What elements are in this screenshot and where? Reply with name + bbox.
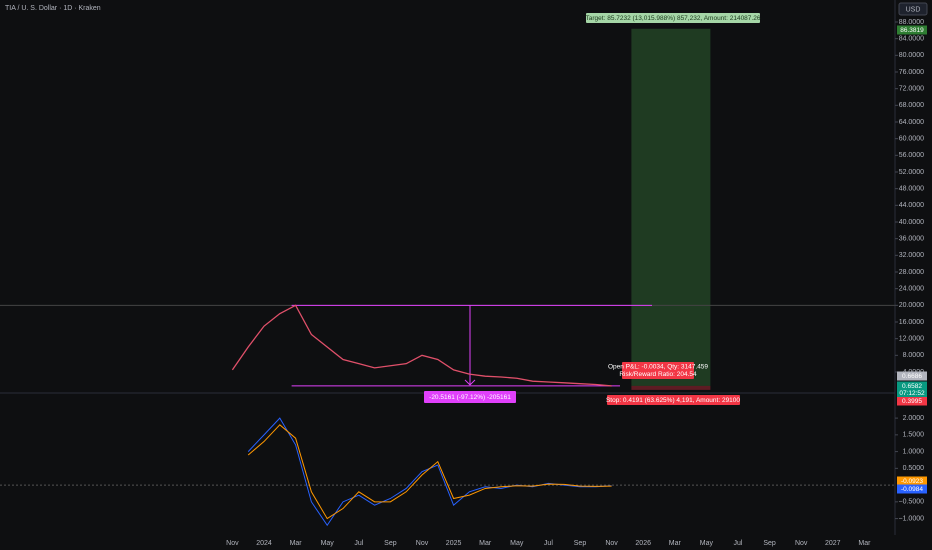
y-tick-label: −1.0000 <box>899 515 925 522</box>
price-badge-label: 0.6686 <box>902 373 922 380</box>
y-tick-label: 32.0000 <box>899 252 924 259</box>
y-tick-label: 76.0000 <box>899 69 924 76</box>
x-tick-label: Nov <box>605 540 618 547</box>
target-label-bg <box>586 13 760 23</box>
y-tick-label: 40.0000 <box>899 219 924 226</box>
price-badge-label: -0.0923 <box>901 478 923 485</box>
x-tick-label: Nov <box>226 540 239 547</box>
stop-label: Stop: 0.4191 (63.625%) 4,191, Amount: 29… <box>606 397 740 404</box>
marks: 88.0000 84.0000 80.0000 76.0000 72.0000 68.00… <box>0 13 927 547</box>
price-badge-label: 0.6582 <box>902 383 922 390</box>
stop-label-bg <box>607 395 740 405</box>
x-tick-label: 2024 <box>256 540 272 547</box>
price-badge-label: 86.3819 <box>900 27 924 34</box>
y-tick-label: 24.0000 <box>899 286 924 293</box>
y-tick-label: 1.0000 <box>903 448 925 455</box>
y-tick-label: 72.0000 <box>899 86 924 93</box>
x-tick-label: Mar <box>669 540 682 547</box>
x-tick-label: Jul <box>354 540 363 547</box>
target-zone <box>631 28 711 386</box>
x-tick-label: May <box>700 540 714 547</box>
x-tick-label: 2025 <box>446 540 462 547</box>
x-tick-label: Jul <box>734 540 743 547</box>
y-tick-label: 16.0000 <box>899 319 924 326</box>
x-tick-label: Nov <box>416 540 429 547</box>
price-badge <box>897 371 927 381</box>
y-tick-label: 56.0000 <box>899 152 924 159</box>
price-badge <box>897 476 927 486</box>
currency-button[interactable] <box>898 2 928 16</box>
target-label: Target: 85.7232 (13,015.988%) 857,232, A… <box>586 15 761 22</box>
x-tick-label: 2027 <box>825 540 841 547</box>
y-tick-label: 48.0000 <box>899 186 924 193</box>
y-tick-label: −0.5000 <box>899 499 925 506</box>
price-line <box>231 304 612 387</box>
y-tick-label: 0.5000 <box>903 465 925 472</box>
y-tick-label: 8.0000 <box>903 352 925 359</box>
oscillator-line <box>247 424 612 520</box>
countdown: 07:12:52 <box>899 390 925 397</box>
price-badge-label: 0.3995 <box>902 398 922 405</box>
measure-label: -20.5161 (-97.12%) -205161 <box>429 394 511 401</box>
x-tick-label: 2026 <box>635 540 651 547</box>
y-tick-label: 20.0000 <box>899 302 924 309</box>
y-tick-label: 80.0000 <box>899 52 924 59</box>
x-tick-label: Sep <box>763 540 776 547</box>
price-badge <box>897 25 927 35</box>
price-badge <box>897 396 927 406</box>
pnl-label: Open P&L: -0.0034, Qty: 3147.459 <box>608 364 708 371</box>
y-tick-label: 64.0000 <box>899 119 924 126</box>
x-tick-label: May <box>510 540 524 547</box>
x-tick-label: Sep <box>574 540 587 547</box>
measure-label-bg <box>424 391 516 403</box>
y-tick-label: 12.0000 <box>899 336 924 343</box>
measure-arrow-head <box>464 379 476 386</box>
price-badge <box>897 381 927 391</box>
y-tick-label: 68.0000 <box>899 102 924 109</box>
x-tick-label: Sep <box>384 540 397 547</box>
y-tick-label: 36.0000 <box>899 236 924 243</box>
y-tick-label: 2.0000 <box>903 415 925 422</box>
y-tick-label: 44.0000 <box>899 202 924 209</box>
y-tick-label: 84.0000 <box>899 36 924 43</box>
countdown-bg <box>897 389 927 397</box>
x-tick-label: Mar <box>290 540 303 547</box>
symbol-title: TIA / U. S. Dollar · 1D · Kraken <box>5 5 101 12</box>
x-tick-label: Nov <box>795 540 808 547</box>
stop-zone <box>631 385 711 390</box>
price-badge-label: -0.0984 <box>901 486 923 493</box>
x-tick-label: May <box>321 540 335 547</box>
y-tick-label: 1.5000 <box>903 432 925 439</box>
y-tick-label: 28.0000 <box>899 269 924 276</box>
y-tick-label: 88.0000 <box>899 19 924 26</box>
currency-label[interactable]: USD <box>906 6 921 13</box>
x-tick-label: Mar <box>858 540 871 547</box>
y-tick-label: 60.0000 <box>899 136 924 143</box>
x-tick-label: Mar <box>479 540 492 547</box>
price-badge <box>897 484 927 494</box>
pnl-label-bg <box>622 362 694 379</box>
x-tick-label: Jul <box>544 540 553 547</box>
y-tick-label: 52.0000 <box>899 169 924 176</box>
pnl-label: Risk/Reward Ratio: 204.54 <box>619 371 697 378</box>
